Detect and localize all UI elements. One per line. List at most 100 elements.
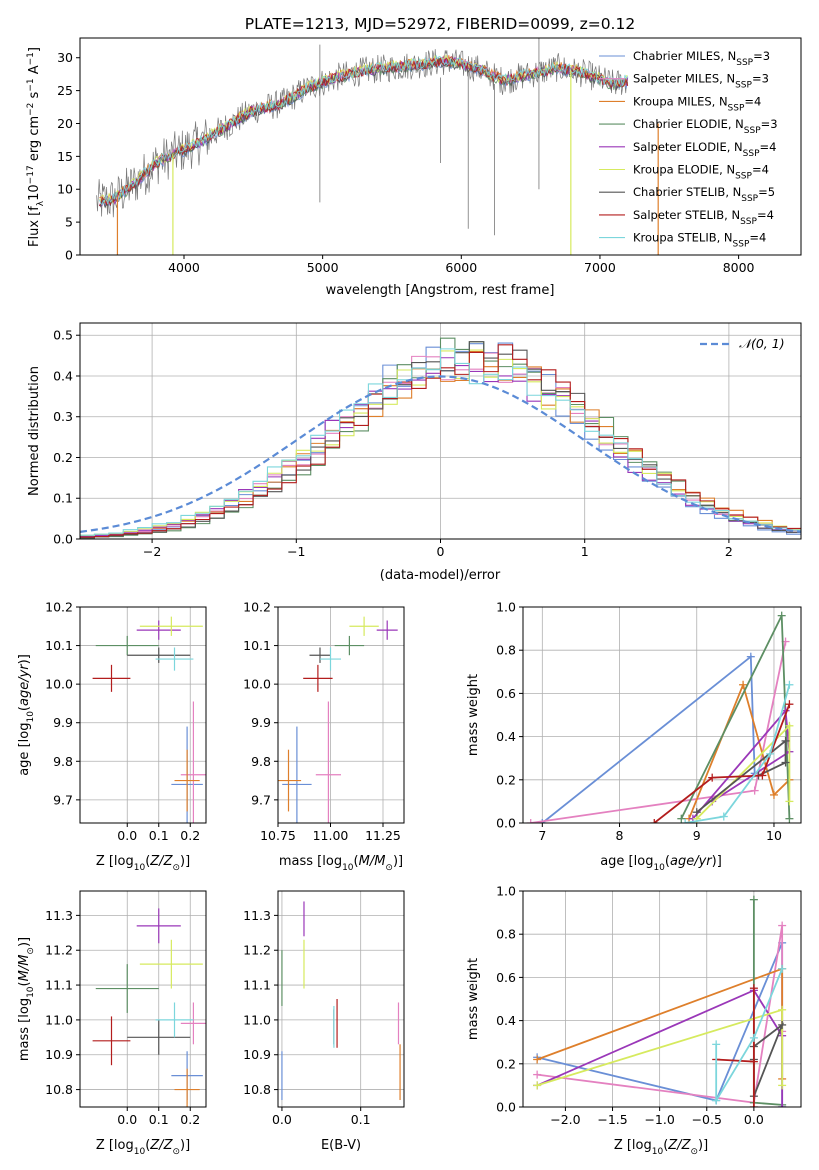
errorbar-salpeter-elodie [136, 620, 181, 640]
x-tick-label: 7000 [584, 260, 616, 275]
errorbar-chabrier-miles [282, 726, 312, 823]
plot-area [92, 616, 206, 823]
errorbar-salpeter-stelib [92, 664, 131, 692]
legend-label: Kroupa ELODIE, NSSP=4 [633, 163, 769, 182]
x-tick-label: 1 [581, 544, 589, 559]
legend-label: Kroupa MILES, NSSP=4 [633, 94, 761, 113]
errorbar-chabrier-stelib [309, 647, 331, 663]
y-axis-label: mass weight [466, 958, 481, 1040]
page-title: PLATE=1213, MJD=52972, FIBERID=0099, z=0… [245, 15, 635, 33]
model-line-kroupa-miles [99, 55, 629, 204]
y-tick-label: 10.9 [243, 1047, 271, 1062]
y-tick-label: 0 [65, 248, 73, 263]
histogram-salpeter-stelib [80, 344, 801, 538]
errorbar-salpeter-miles [180, 1002, 206, 1045]
y-tick-label: 0.2 [496, 1056, 516, 1071]
x-tick-label: 0.2 [180, 828, 200, 843]
y-tick-label: 0.2 [53, 450, 73, 465]
x-tick-label: −1.0 [644, 1112, 674, 1127]
y-axis-label: Flux [fλ10−17 erg cm−2 s−1 A−1] [26, 47, 46, 247]
y-tick-label: 25 [57, 83, 73, 98]
x-axis-label: wavelength [Angstrom, rest frame] [326, 283, 555, 298]
y-tick-label: 15 [57, 149, 73, 164]
errorbar-salpeter-miles [180, 701, 206, 823]
y-tick-label: 10 [57, 182, 73, 197]
errorbar-kroupa-elodie [139, 939, 203, 989]
legend-label: 𝒩(0, 1) [739, 336, 785, 351]
x-tick-label: −2.0 [550, 1112, 580, 1127]
errorbar-chabrier-elodie [95, 635, 159, 656]
y-axis-label: Normed distribution [27, 366, 42, 496]
y-tick-label: 0.0 [496, 816, 516, 831]
y-tick-label: 10.8 [243, 1082, 271, 1097]
x-tick-label: 6000 [445, 260, 477, 275]
y-tick-label: 11.3 [45, 908, 73, 923]
legend-label: Salpeter STELIB, NSSP=4 [633, 208, 774, 227]
y-tick-label: 0.8 [496, 927, 516, 942]
y-tick-label: 9.9 [251, 715, 271, 730]
y-tick-label: 9.7 [251, 792, 271, 807]
y-tick-label: 11.3 [243, 908, 271, 923]
x-tick-label: 0.2 [180, 1112, 200, 1127]
y-tick-label: 0.4 [53, 368, 73, 383]
axes-frame [79, 37, 802, 256]
x-tick-label: 10.75 [260, 828, 296, 843]
y-axis-label: mass weight [466, 674, 481, 756]
series-line [752, 1022, 785, 1097]
x-axis-label: mass [log10(M/M⊙)] [279, 854, 403, 873]
x-tick-label: 0.0 [117, 1112, 137, 1127]
legend-label: Chabrier STELIB, NSSP=5 [633, 185, 775, 204]
panel-age_vs_Z: 0.0 0.1 0.2 9.7 9.8 9.9 10.0 10.1 10.2 Z [log10(Z… [17, 600, 207, 873]
y-tick-label: 0.4 [496, 1013, 516, 1028]
x-tick-label: 2 [725, 544, 733, 559]
series-kroupa-stelib [681, 680, 794, 823]
y-tick-label: 30 [57, 50, 73, 65]
y-tick-label: 10.9 [45, 1047, 73, 1062]
y-tick-label: 1.0 [496, 884, 516, 899]
errorbar-kroupa-elodie [349, 616, 379, 636]
model-line-salpeter-miles [99, 57, 629, 209]
y-tick-label: 11.2 [243, 943, 271, 958]
panel-age_vs_mass: 10.75 11.00 11.25 9.7 9.8 9.9 10.0 10.1 10.2 mass… [243, 600, 405, 873]
errorbar-salpeter-elodie [376, 620, 398, 640]
model-line-kroupa-elodie [99, 54, 628, 203]
errorbar-salpeter-miles [315, 701, 341, 823]
errorbar-kroupa-miles [278, 749, 302, 812]
plot-area [278, 616, 398, 823]
plot-area [281, 901, 401, 1101]
series-salpeter-stelib [650, 700, 794, 823]
x-tick-label: 11.25 [365, 828, 401, 843]
y-tick-label: 0.0 [53, 532, 73, 547]
y-tick-label: 10.8 [45, 1082, 73, 1097]
x-tick-label: 0.0 [117, 828, 137, 843]
x-tick-label: 0.1 [149, 1112, 169, 1127]
x-axis-label: Z [log10(Z/Z⊙)] [96, 1138, 190, 1157]
errorbar-salpeter-stelib [92, 1016, 131, 1066]
errorbar-kroupa-miles [174, 1068, 200, 1107]
x-tick-label: 0 [437, 544, 445, 559]
plot-area [96, 38, 659, 255]
y-tick-label: 0.8 [496, 643, 516, 658]
axes-frame [79, 606, 207, 824]
y-tick-label: 0.1 [53, 491, 73, 506]
series-line [541, 654, 756, 823]
model-line-salpeter-stelib [99, 56, 629, 207]
series-line [530, 641, 787, 823]
axes-frame [522, 606, 802, 824]
x-tick-label: 9 [693, 828, 701, 843]
errorbar-chabrier-stelib [127, 1019, 191, 1055]
series-kroupa-elodie [533, 1005, 787, 1090]
series-kroupa-stelib [712, 964, 787, 1105]
y-tick-label: 5 [65, 215, 73, 230]
x-axis-label: age [log10(age/yr)] [600, 854, 722, 873]
model-line-salpeter-elodie [99, 56, 629, 207]
x-tick-label: 8 [616, 828, 624, 843]
y-tick-label: 10.2 [45, 600, 73, 615]
model-line-chabrier-elodie [99, 57, 629, 207]
x-axis-label: Z [log10(Z/Z⊙)] [614, 1138, 708, 1157]
series-chabrier-miles [538, 652, 759, 823]
y-tick-label: 9.8 [53, 754, 73, 769]
panel-spectrum: 4000 5000 6000 7000 8000 0 5 10 15 20 25 30 Chabrier… [26, 37, 802, 298]
series-line [716, 988, 755, 1107]
